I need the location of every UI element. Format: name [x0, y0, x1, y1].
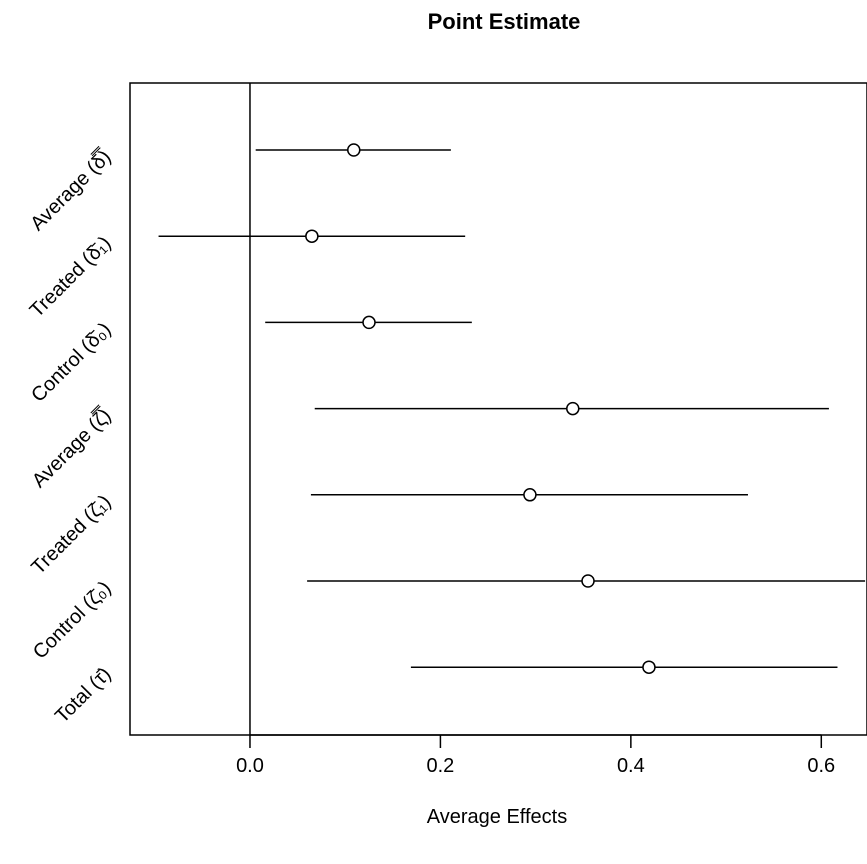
category-label-3: Average (ζ̿)	[27, 403, 116, 492]
x-tick-label-2: 0.4	[617, 755, 645, 777]
x-tick-label-3: 0.6	[807, 755, 835, 777]
point-estimate-2	[362, 315, 376, 330]
x-tick-label-0: 0.0	[236, 755, 264, 777]
category-label-2: Control (δ̄₀)	[27, 318, 115, 406]
category-label-4: Treated (ζ̄₁)	[27, 491, 115, 579]
point-estimate-0	[347, 143, 361, 157]
chart-title: Point Estimate	[428, 9, 581, 34]
category-label-6: Total (τ̄)	[51, 663, 115, 727]
point-estimate-1	[305, 229, 319, 243]
category-label-0: Average (δ̿)	[25, 145, 116, 236]
point-estimate-3	[566, 401, 580, 416]
point-estimate-6	[642, 660, 656, 674]
category-label-1: Treated (δ̄₁)	[26, 232, 116, 322]
point-estimate-4	[523, 488, 537, 502]
category-label-5: Control (ζ̄₀)	[29, 577, 116, 664]
x-tick-label-1: 0.2	[427, 755, 455, 777]
point-estimate-5	[581, 574, 595, 588]
x-axis-label: Average Effects	[427, 806, 567, 828]
